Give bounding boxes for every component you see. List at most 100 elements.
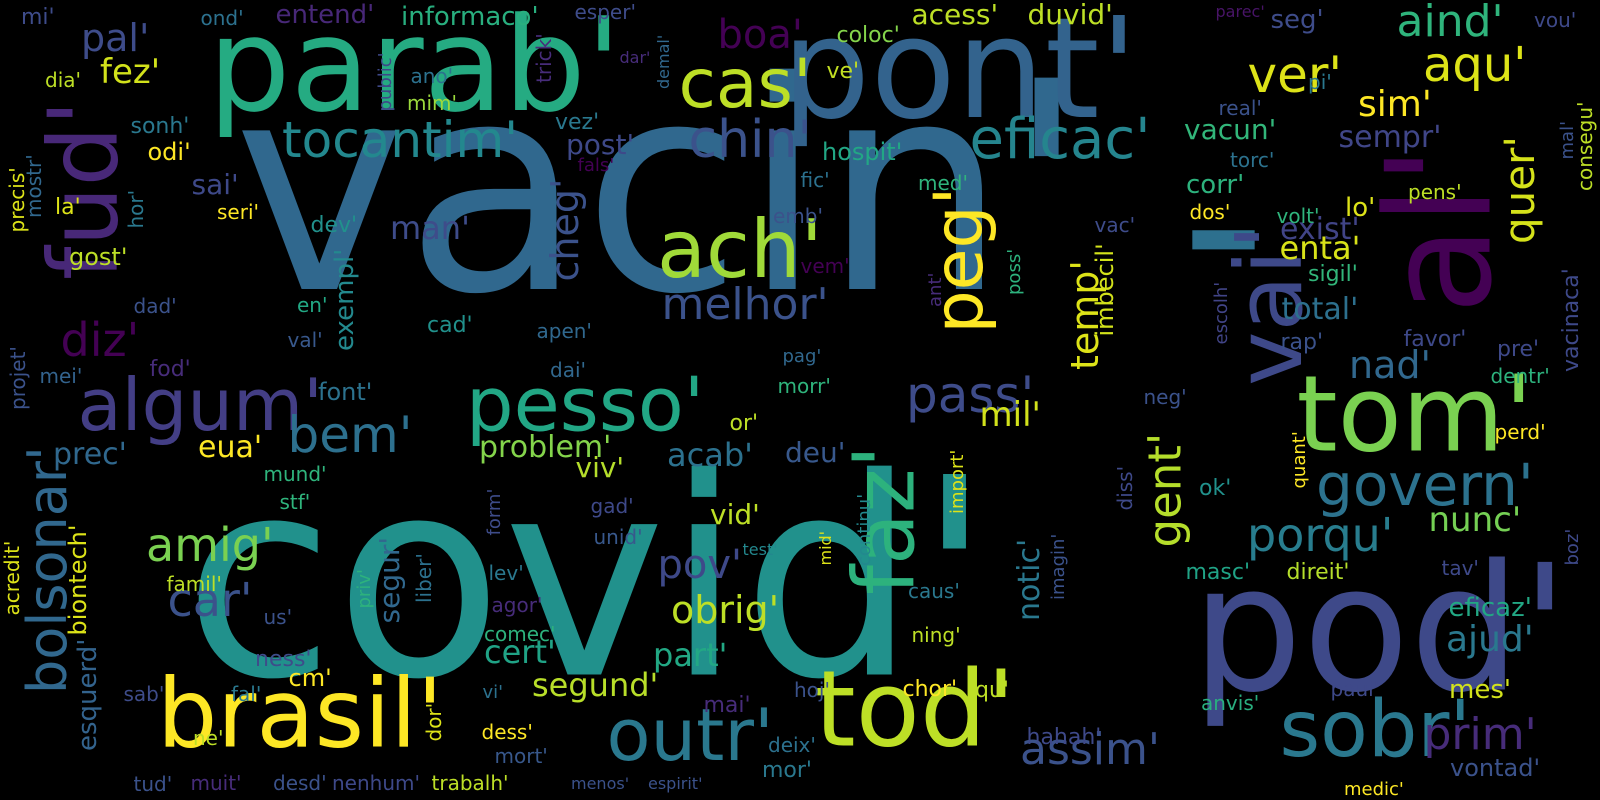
word: mi' xyxy=(21,5,55,30)
word: exist' xyxy=(1280,212,1360,247)
word: consegu' xyxy=(1573,101,1597,191)
word: duvid' xyxy=(1027,0,1113,31)
word: nunc' xyxy=(1428,500,1522,540)
word: sempr' xyxy=(1338,120,1442,155)
word: dos' xyxy=(1189,200,1231,224)
word: part' xyxy=(653,636,728,674)
word: ach' xyxy=(657,203,823,296)
word: demal' xyxy=(654,34,673,89)
word: vontad' xyxy=(1450,754,1541,782)
word: acredit' xyxy=(0,540,24,616)
word: amig' xyxy=(146,518,274,572)
word: aqu' xyxy=(1423,37,1527,93)
word: cad' xyxy=(427,313,473,338)
word: favor' xyxy=(1403,327,1467,352)
word: la' xyxy=(55,195,81,220)
word: tocantim' xyxy=(282,111,518,169)
word: gad' xyxy=(590,494,634,518)
word: brasil' xyxy=(157,659,443,770)
word: assim' xyxy=(1020,724,1160,775)
word: covid' xyxy=(183,419,993,740)
word: paul' xyxy=(1330,677,1380,701)
word: mort' xyxy=(494,744,548,768)
word: continu' xyxy=(854,493,875,566)
word: masc' xyxy=(1185,560,1251,585)
word: stf' xyxy=(279,490,311,514)
word: mei' xyxy=(39,364,83,388)
word: dar' xyxy=(619,48,651,67)
word: hoj' xyxy=(794,678,830,702)
word: melhor' xyxy=(661,279,829,330)
word: nenhum' xyxy=(332,771,420,795)
word: man' xyxy=(390,209,470,247)
word: dad' xyxy=(133,294,177,318)
word: en' xyxy=(297,293,328,317)
word: eficaz' xyxy=(1448,593,1532,623)
word: segund' xyxy=(532,666,659,704)
word: pal' xyxy=(81,16,150,60)
word: acess' xyxy=(911,0,999,31)
word: odi' xyxy=(147,138,191,166)
word: medic' xyxy=(1344,779,1404,800)
word: ness' xyxy=(255,647,312,672)
word: morr' xyxy=(777,374,831,398)
word: acab' xyxy=(667,436,753,474)
word: car' xyxy=(167,573,253,627)
word: anvis' xyxy=(1201,691,1260,715)
word: vou' xyxy=(1534,8,1577,32)
word: ant' xyxy=(925,272,946,307)
word: cheg' xyxy=(543,178,587,282)
word: agor' xyxy=(491,593,543,617)
word: quer' xyxy=(1495,136,1544,244)
word: vem' xyxy=(800,254,850,278)
word: trick' xyxy=(532,33,556,83)
word: hospit' xyxy=(822,138,903,166)
word: prec' xyxy=(53,437,127,472)
word: pag' xyxy=(782,346,822,367)
word: pont' xyxy=(781,0,1139,151)
word: deix' xyxy=(768,733,816,757)
word: mor' xyxy=(762,758,812,783)
word: sim' xyxy=(1358,84,1432,125)
word: exempl' xyxy=(330,248,360,351)
word: val' xyxy=(287,328,323,352)
word: ver' xyxy=(1247,46,1343,104)
word: eficac' xyxy=(969,107,1151,172)
word: dentr' xyxy=(1490,364,1550,388)
word: menos' xyxy=(571,774,630,793)
word: biontech' xyxy=(64,524,92,636)
word: med' xyxy=(918,171,968,195)
word: ano' xyxy=(410,64,454,88)
word: dess' xyxy=(481,720,533,744)
word: mund' xyxy=(263,462,327,486)
word: tud' xyxy=(133,772,173,796)
word: algum' xyxy=(77,363,323,447)
word: porqu' xyxy=(1247,508,1394,562)
word: hor' xyxy=(124,189,148,229)
word: notic' xyxy=(1012,538,1047,621)
word: vac' xyxy=(1094,213,1136,237)
word: enta' xyxy=(1279,229,1361,267)
word: unid' xyxy=(593,525,643,549)
word: ne' xyxy=(193,726,224,750)
word: sonh' xyxy=(130,114,190,139)
word: boz' xyxy=(1562,528,1583,566)
word: dai' xyxy=(550,358,587,382)
word: vez' xyxy=(555,110,600,135)
word: torc' xyxy=(1230,148,1275,172)
word: chin' xyxy=(688,110,812,170)
word: test' xyxy=(742,540,778,559)
word: pov' xyxy=(657,542,743,588)
word: ond' xyxy=(200,6,244,30)
word: pens' xyxy=(1408,180,1462,204)
word: fod' xyxy=(149,357,191,382)
word: perd' xyxy=(1494,420,1546,444)
word: obrig' xyxy=(671,588,780,632)
word: mostr' xyxy=(22,154,46,218)
word: outr' xyxy=(606,693,774,777)
word: public' xyxy=(375,52,396,112)
word: nad' xyxy=(1349,343,1431,387)
word: cm' xyxy=(288,664,332,692)
word: pod' xyxy=(1191,528,1569,732)
word: mim' xyxy=(407,91,458,115)
